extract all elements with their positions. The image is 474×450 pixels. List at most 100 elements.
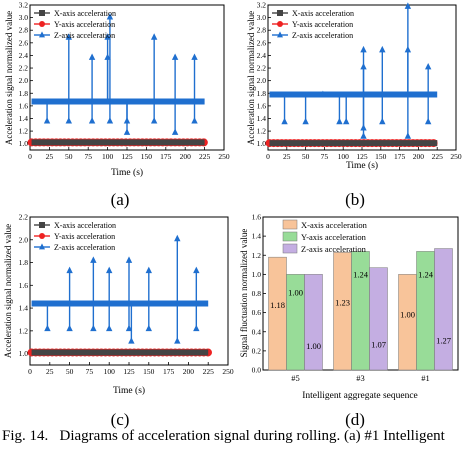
series-triangle	[31, 13, 205, 135]
series-spike-point	[66, 324, 73, 332]
series-spike-point	[424, 117, 432, 125]
bar	[304, 274, 323, 371]
legend-marker	[39, 10, 45, 16]
x-tick-label: 150	[141, 152, 153, 161]
y-axis-label: Signal fluctuation normalized value	[239, 229, 249, 358]
legend-entry: X-axis acceleration	[292, 9, 354, 18]
series-triangle	[269, 2, 438, 139]
series-spike-point	[424, 62, 432, 70]
series-spike-point	[125, 256, 133, 263]
series-spike-point	[104, 53, 111, 60]
legend-swatch	[282, 219, 298, 230]
legend-swatch	[282, 243, 298, 254]
legend-marker	[39, 31, 45, 38]
x-tick-label: #3	[356, 373, 365, 383]
bar	[369, 267, 388, 371]
bar	[398, 274, 417, 371]
legend-entry: Z-axis acceleration	[301, 244, 367, 254]
series-spike-point	[44, 324, 51, 332]
series-spike-point	[404, 2, 412, 9]
legend-entry: Z-axis acceleration	[54, 31, 115, 40]
bar-value-label: 1.00	[306, 341, 321, 351]
series-spike-point	[88, 117, 96, 124]
bar-value-label: 1.27	[436, 335, 451, 345]
panel-label: (b)	[345, 190, 365, 209]
chart-panel-3: 1.0 1.2 1.4 1.6 1.8 2.0 2.2 Time (s) Acceleratio…	[3, 213, 234, 430]
legend-entry: Y-axis acceleration	[54, 232, 115, 241]
series-spike-point	[123, 128, 131, 135]
series-spike-point	[65, 33, 72, 40]
series-spike-point	[193, 266, 200, 274]
caption-label: Fig. 14.	[2, 428, 49, 444]
x-axis-label: Time (s)	[346, 160, 378, 171]
x-axis-label: Time (s)	[113, 385, 145, 396]
series-spike-point	[302, 117, 309, 125]
bar-value-label: 1.23	[335, 297, 350, 307]
series-spike-point	[106, 117, 114, 124]
series-spike-point	[125, 324, 133, 332]
y-tick-label: 0.4	[252, 327, 262, 336]
legend-marker	[277, 31, 283, 38]
x-axis-label: Intelligent aggregate sequence	[302, 391, 418, 401]
series-spike-point	[336, 117, 343, 125]
series-spike-point	[106, 324, 113, 332]
y-axis-label: Acceleration signal normalized value	[246, 11, 256, 145]
bar-value-label: 1.24	[353, 270, 369, 280]
legend-swatch	[282, 231, 298, 242]
y-tick-label: 1.2	[19, 326, 29, 335]
y-tick-label: 2.0	[257, 76, 267, 85]
y-tick-label: 1.0	[19, 139, 29, 148]
y-tick-label: 3.0	[19, 13, 29, 22]
panel-label: (c)	[111, 410, 130, 429]
x-tick-label: 0	[28, 367, 32, 376]
x-tick-label: 150	[143, 367, 155, 376]
legend-entry: X-axis acceleration	[54, 9, 116, 18]
legend: X-axis acceleration Y-axis acceleration Z-…	[282, 219, 368, 254]
legend-entry: X-axis acceleration	[54, 221, 116, 230]
series-spike-point	[145, 266, 152, 274]
x-tick-label: 50	[302, 152, 310, 161]
x-tick-label: 0	[28, 152, 32, 161]
series-spike-point	[319, 90, 327, 98]
x-tick-label: 225	[199, 152, 211, 161]
series-spike-point	[171, 128, 179, 135]
series-spike-point	[360, 132, 367, 139]
y-tick-label: 3.2	[257, 1, 267, 10]
y-tick-label: 2.2	[19, 64, 29, 73]
panel-label: (d)	[345, 410, 365, 429]
x-tick-label: 250	[222, 367, 234, 376]
x-tick-label: 50	[66, 367, 74, 376]
x-tick-label: 25	[283, 152, 291, 161]
y-tick-label: 2.6	[19, 38, 29, 47]
y-tick-label: 1.4	[252, 232, 262, 241]
y-tick-label: 2.0	[19, 235, 29, 244]
x-tick-label: 75	[321, 152, 329, 161]
y-tick-label: 0.0	[252, 366, 262, 375]
y-tick-label: 1.2	[252, 251, 262, 260]
bar-series-3: 1.00 1.07 1.27	[304, 248, 453, 371]
y-tick-label: 1.4	[19, 304, 29, 313]
series-spike-point	[145, 324, 152, 332]
y-tick-label: 1.0	[252, 270, 262, 279]
legend-marker	[39, 243, 45, 250]
x-tick-label: 200	[413, 152, 425, 161]
legend-marker	[277, 10, 283, 16]
legend-entry: Y-axis acceleration	[54, 20, 115, 29]
series-spike-point	[404, 45, 412, 53]
y-tick-label: 2.6	[257, 38, 267, 47]
y-tick-label: 1.2	[257, 127, 267, 136]
x-tick-label: 225	[432, 152, 444, 161]
chart-panel-4: 0.0 0.2 0.4 0.6 0.8 1.0 1.2 1.4 1.6 Intelligent a…	[239, 213, 459, 429]
bar	[333, 252, 352, 371]
series-spike-point	[150, 117, 158, 124]
series-spike-point	[174, 337, 181, 344]
series-spike-point	[90, 324, 97, 332]
series-spike-point	[379, 117, 386, 125]
legend-marker	[277, 21, 283, 27]
bar	[268, 256, 287, 371]
series-spike-point	[174, 234, 181, 242]
x-tick-label: 75	[86, 367, 94, 376]
series-spike-point	[360, 62, 367, 70]
y-tick-label: 0.2	[252, 346, 262, 355]
legend-entry: Z-axis acceleration	[54, 243, 115, 252]
